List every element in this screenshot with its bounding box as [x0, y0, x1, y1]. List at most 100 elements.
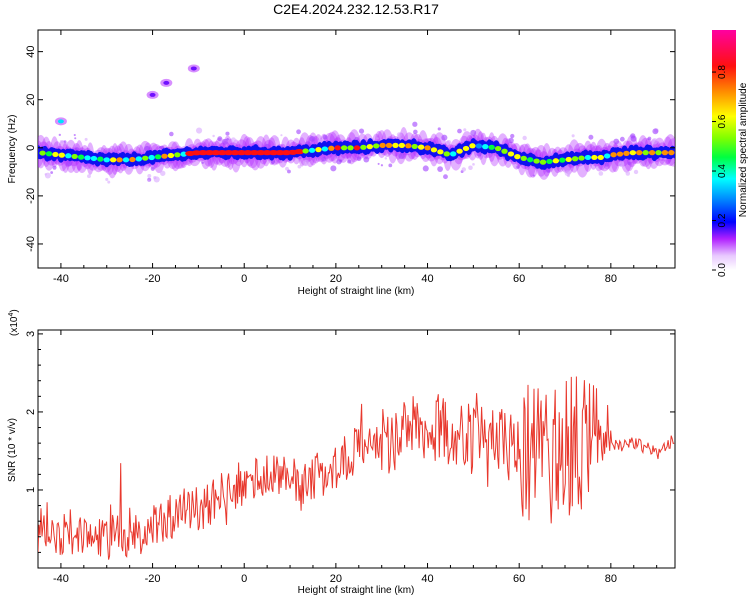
heat-core	[148, 154, 155, 161]
heat-speckle	[212, 134, 215, 138]
heat-core	[294, 149, 305, 155]
heat-speckle	[571, 134, 575, 138]
heat-speckle	[412, 121, 418, 127]
heat-speckle	[476, 151, 482, 157]
heat-core	[507, 151, 515, 157]
heat-speckle	[647, 136, 652, 141]
heat-core	[109, 157, 117, 163]
heat-speckle	[522, 135, 527, 141]
heat-speckle	[222, 138, 228, 145]
heat-speckle	[437, 127, 441, 131]
heat-speckle	[651, 138, 658, 145]
heat-speckle	[44, 172, 51, 179]
heat-speckle	[84, 137, 88, 141]
heat-speckle	[437, 166, 443, 172]
heat-core	[65, 153, 72, 159]
heat-speckle	[144, 145, 151, 152]
heat-speckle	[309, 135, 316, 142]
heat-speckle	[472, 163, 475, 166]
heat-core	[97, 156, 104, 162]
colorbar: 0.0 0.2 0.4 0.6 0.8 Normalized spectral ampl…	[712, 30, 749, 277]
heat-speckle	[225, 131, 230, 136]
x-tick-label: -40	[53, 573, 69, 585]
colorbar-tick-label: 0.8	[717, 65, 728, 79]
colorbar-tick-label: 0.0	[717, 263, 728, 277]
heat-core	[482, 144, 489, 150]
heat-speckle	[398, 152, 405, 160]
heat-core	[77, 154, 85, 160]
heat-core	[392, 142, 399, 148]
heat-core	[565, 156, 572, 163]
heat-core	[135, 156, 143, 162]
heat-speckle	[147, 179, 150, 182]
heat-core	[462, 145, 470, 152]
heat-core	[648, 150, 656, 156]
heat-speckle	[564, 170, 571, 177]
heat-core	[411, 143, 418, 150]
heat-core	[308, 147, 316, 153]
heat-speckle	[633, 169, 639, 175]
x-tick-label: 20	[330, 573, 342, 585]
heat-speckle	[330, 165, 337, 172]
heat-speckle	[413, 129, 418, 135]
heat-speckle	[559, 166, 562, 169]
heat-speckle	[652, 128, 659, 135]
heat-core	[398, 142, 406, 148]
heat-speckle	[347, 159, 352, 164]
heat-core	[116, 157, 123, 163]
heat-core	[642, 150, 649, 156]
heat-core	[328, 145, 335, 151]
heat-core	[571, 156, 579, 162]
x-tick-label: 0	[241, 273, 247, 285]
feature-core	[57, 119, 64, 124]
heat-core	[584, 154, 592, 161]
heat-speckle	[598, 171, 604, 176]
heat-speckle	[377, 162, 380, 165]
heat-core	[437, 149, 444, 155]
y-tick-label: 0	[25, 145, 37, 151]
x-tick-label: 80	[605, 273, 617, 285]
heat-speckle	[231, 137, 236, 143]
heat-speckle	[388, 163, 393, 168]
y-tick-label: 40	[25, 46, 37, 58]
snr-ylabel: SNR (10 * v/v)	[7, 418, 18, 482]
heat-speckle	[287, 169, 291, 174]
heat-core	[494, 145, 502, 152]
heat-speckle	[280, 134, 283, 137]
heat-speckle	[461, 167, 466, 172]
heat-speckle	[74, 137, 77, 140]
heat-speckle	[508, 137, 514, 144]
heat-core	[71, 153, 78, 160]
heat-speckle	[380, 164, 384, 167]
heat-core	[340, 145, 348, 151]
heat-speckle	[297, 164, 302, 169]
heat-core	[385, 142, 393, 148]
heat-core	[661, 150, 669, 156]
spectrogram-ticks: -40 -20 0 20 40 60 80 40 20 0 -20 -40	[25, 30, 675, 285]
heat-core	[366, 144, 373, 150]
heat-core	[623, 150, 630, 156]
heat-core	[103, 157, 110, 163]
heat-speckle	[463, 128, 467, 132]
x-tick-label: 0	[241, 573, 247, 585]
colorbar-gradient	[712, 30, 736, 270]
heat-speckle	[285, 166, 289, 171]
heat-core	[52, 151, 59, 158]
heat-speckle	[195, 127, 203, 134]
heat-core	[424, 145, 431, 151]
heat-speckle	[339, 159, 343, 163]
x-tick-label: -20	[145, 273, 161, 285]
heat-speckle	[270, 159, 276, 165]
heat-speckle	[73, 133, 76, 137]
heat-speckle	[396, 132, 402, 138]
heat-core	[475, 143, 483, 149]
heat-speckle	[363, 156, 370, 163]
heat-core	[668, 150, 675, 156]
heat-speckle	[630, 133, 636, 139]
heat-speckle	[107, 180, 111, 184]
colorbar-label: Normalized spectral amplitude	[738, 82, 749, 217]
heat-speckle	[105, 177, 109, 181]
heat-speckle	[443, 174, 448, 180]
heat-core	[334, 145, 341, 151]
heat-core	[578, 155, 585, 161]
